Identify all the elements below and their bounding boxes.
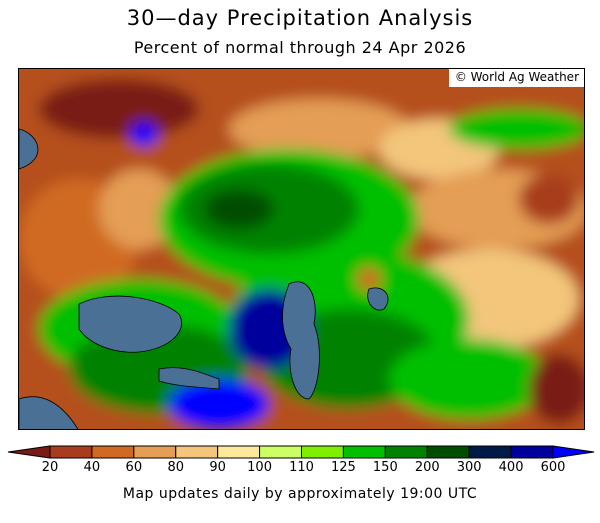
legend-bin bbox=[49, 445, 93, 459]
map-field bbox=[19, 69, 584, 429]
legend-tick-label: 60 bbox=[125, 460, 143, 475]
legend-bin bbox=[510, 445, 554, 459]
legend-tick-label: 80 bbox=[167, 460, 185, 475]
copyright-label: © World Ag Weather bbox=[448, 69, 584, 87]
map-title: 30—day Precipitation Analysis bbox=[126, 6, 474, 30]
legend-bin bbox=[301, 445, 344, 459]
legend-tick-label: 150 bbox=[372, 460, 398, 475]
map-subtitle: Percent of normal through 24 Apr 2026 bbox=[133, 38, 467, 57]
legend-tick-label: 600 bbox=[540, 460, 566, 475]
legend-tick-label: 20 bbox=[41, 460, 59, 475]
color-legend: 20 40 60 80 90 100 110 125 150 200 300 400 600 bbox=[0, 444, 600, 484]
legend-bar bbox=[7, 445, 595, 459]
legend-tick-label: 400 bbox=[498, 460, 524, 475]
legend-tick-label: 100 bbox=[247, 460, 272, 475]
legend-tick-label: 125 bbox=[330, 460, 356, 475]
legend-bin bbox=[384, 445, 428, 459]
legend-bin bbox=[259, 445, 303, 459]
legend-tick-label: 200 bbox=[414, 460, 440, 475]
legend-bin bbox=[217, 445, 261, 459]
legend-bin bbox=[175, 445, 219, 459]
legend-bin bbox=[426, 445, 470, 459]
legend-over-arrow bbox=[552, 445, 595, 459]
legend-tick-label: 110 bbox=[289, 460, 314, 475]
legend-tick-label: 90 bbox=[209, 460, 226, 475]
update-note: Map updates daily by approximately 19:00… bbox=[122, 486, 478, 502]
legend-bin bbox=[342, 445, 386, 459]
legend-bin bbox=[133, 445, 177, 459]
legend-under-arrow bbox=[7, 445, 51, 459]
legend-tick-label: 40 bbox=[83, 460, 101, 475]
legend-bin bbox=[91, 445, 135, 459]
precipitation-map: © World Ag Weather bbox=[18, 68, 585, 430]
legend-tick-label: 300 bbox=[456, 460, 482, 475]
legend-bin bbox=[468, 445, 512, 459]
